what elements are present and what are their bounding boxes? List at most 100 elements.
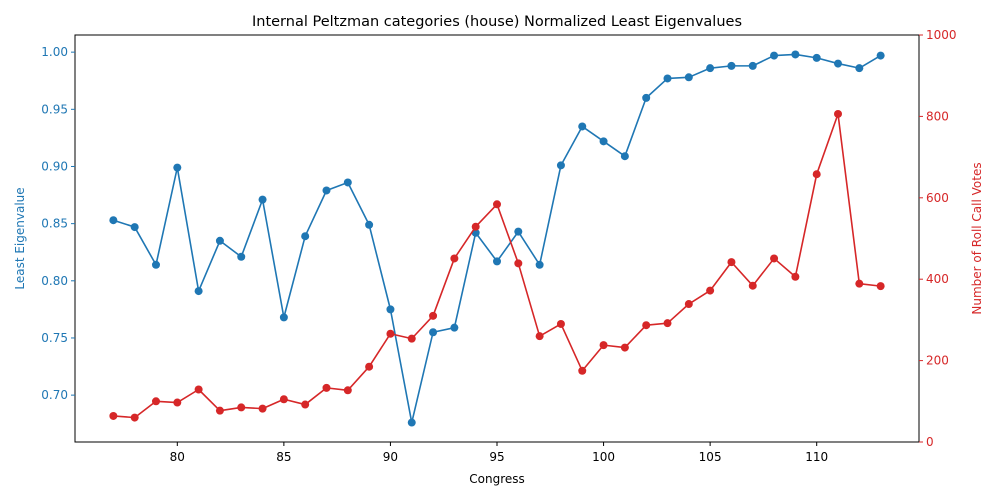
- eigenvalue-point: [279, 313, 288, 322]
- eigenvalue-point: [258, 195, 267, 204]
- roll-call-votes-point: [770, 254, 779, 263]
- roll-call-votes-point: [876, 282, 885, 291]
- x-tick-label: 95: [489, 450, 504, 464]
- eigenvalue-point: [365, 220, 374, 229]
- y-left-tick-label: 1.00: [41, 45, 68, 59]
- roll-call-votes-point: [258, 404, 267, 413]
- roll-call-votes-point: [109, 411, 118, 420]
- roll-call-votes-point: [599, 341, 608, 350]
- roll-call-votes-point: [322, 383, 331, 392]
- y-left-tick-label: 0.70: [41, 388, 68, 402]
- y-axis-right: 0 200 400 600 800 1000: [919, 28, 957, 449]
- roll-call-votes-point: [684, 300, 693, 309]
- roll-call-votes-point: [407, 334, 416, 343]
- eigenvalue-point: [791, 50, 800, 59]
- eigenvalue-point: [556, 161, 565, 170]
- eigenvalue-point: [237, 252, 246, 261]
- roll-call-votes-point: [215, 406, 224, 415]
- eigenvalue-point: [599, 137, 608, 146]
- eigenvalue-point: [151, 260, 160, 269]
- x-tick-label: 85: [276, 450, 291, 464]
- x-tick-label: 110: [805, 450, 828, 464]
- eigenvalue-line: [113, 53, 882, 424]
- eigenvalue-point: [748, 61, 757, 70]
- eigenvalue-point: [727, 61, 736, 70]
- roll-call-votes-point: [642, 321, 651, 330]
- roll-call-votes-point: [556, 319, 565, 328]
- chart-title: Internal Peltzman categories (house) Nor…: [252, 14, 742, 30]
- roll-call-votes-point: [663, 319, 672, 328]
- roll-call-votes-point: [386, 329, 395, 338]
- roll-call-votes-point: [471, 222, 480, 231]
- eigenvalue-point: [386, 305, 395, 314]
- eigenvalue-point: [407, 418, 416, 427]
- roll-call-votes-point: [855, 279, 864, 288]
- roll-call-votes-point: [812, 170, 821, 179]
- eigenvalue-point: [834, 59, 843, 68]
- roll-call-votes-point: [535, 332, 544, 341]
- y-axis-right-label: Number of Roll Call Votes: [970, 162, 984, 314]
- y-right-tick-label: 400: [926, 272, 949, 286]
- x-tick-label: 90: [383, 450, 398, 464]
- eigenvalue-point: [642, 93, 651, 102]
- y-right-tick-label: 800: [926, 109, 949, 123]
- x-tick-label: 105: [699, 450, 722, 464]
- eigenvalue-point: [812, 53, 821, 62]
- x-tick-label: 80: [170, 450, 185, 464]
- roll-call-votes-point: [493, 200, 501, 209]
- roll-call-votes-point: [834, 109, 843, 118]
- roll-call-votes-point: [706, 286, 715, 295]
- eigenvalue-point: [706, 64, 715, 73]
- roll-call-votes-point: [748, 281, 757, 290]
- y-left-tick-label: 0.75: [41, 331, 68, 345]
- series-layer: [109, 50, 885, 427]
- eigenvalue-point: [450, 323, 459, 332]
- roll-call-votes-point: [237, 403, 246, 412]
- roll-call-votes-point: [365, 362, 374, 371]
- roll-call-votes-point: [620, 343, 629, 352]
- roll-call-votes-point: [279, 395, 288, 404]
- eigenvalue-point: [876, 51, 885, 60]
- eigenvalue-point: [109, 216, 118, 225]
- x-axis-label: Congress: [469, 472, 525, 486]
- y-axis-left: 0.70 0.75 0.80 0.85 0.90 0.95 1.00: [41, 45, 75, 402]
- y-left-tick-label: 0.90: [41, 159, 68, 173]
- y-right-tick-label: 600: [926, 191, 949, 205]
- roll-call-votes-point: [301, 400, 310, 409]
- roll-call-votes-line: [113, 113, 881, 419]
- roll-call-votes-point: [343, 386, 352, 395]
- eigenvalue-point: [514, 227, 523, 236]
- y-right-tick-label: 200: [926, 354, 949, 368]
- y-axis-left-label: Least Eigenvalue: [13, 187, 27, 289]
- x-tick-label: 100: [592, 450, 615, 464]
- eigenvalue-point: [343, 178, 352, 187]
- y-right-tick-label: 1000: [926, 28, 957, 42]
- eigenvalue-point: [620, 152, 629, 161]
- plot-frame: [74, 34, 920, 443]
- eigenvalue-point: [493, 257, 501, 266]
- eigenvalue-point: [130, 223, 139, 232]
- eigenvalue-point: [770, 51, 779, 60]
- eigenvalue-point: [663, 74, 672, 83]
- x-axis: 80 85 90 95 100 105 110: [170, 442, 828, 464]
- roll-call-votes-point: [450, 254, 459, 263]
- y-left-tick-label: 0.85: [41, 217, 68, 231]
- roll-call-votes-point: [130, 413, 139, 422]
- roll-call-votes-point: [194, 385, 203, 394]
- eigenvalue-point: [301, 232, 310, 241]
- roll-call-votes-point: [791, 272, 800, 281]
- roll-call-votes-point: [727, 258, 736, 267]
- roll-call-votes-point: [173, 398, 182, 407]
- eigenvalue-point: [322, 186, 331, 195]
- eigenvalue-point: [684, 73, 693, 82]
- roll-call-votes-point: [578, 366, 587, 375]
- eigenvalue-point: [194, 287, 203, 296]
- y-left-tick-label: 0.80: [41, 274, 68, 288]
- y-right-tick-label: 0: [926, 435, 934, 449]
- y-left-tick-label: 0.95: [41, 102, 68, 116]
- eigenvalue-point: [429, 328, 438, 337]
- eigenvalue-point: [855, 64, 864, 73]
- eigenvalue-point: [173, 163, 182, 172]
